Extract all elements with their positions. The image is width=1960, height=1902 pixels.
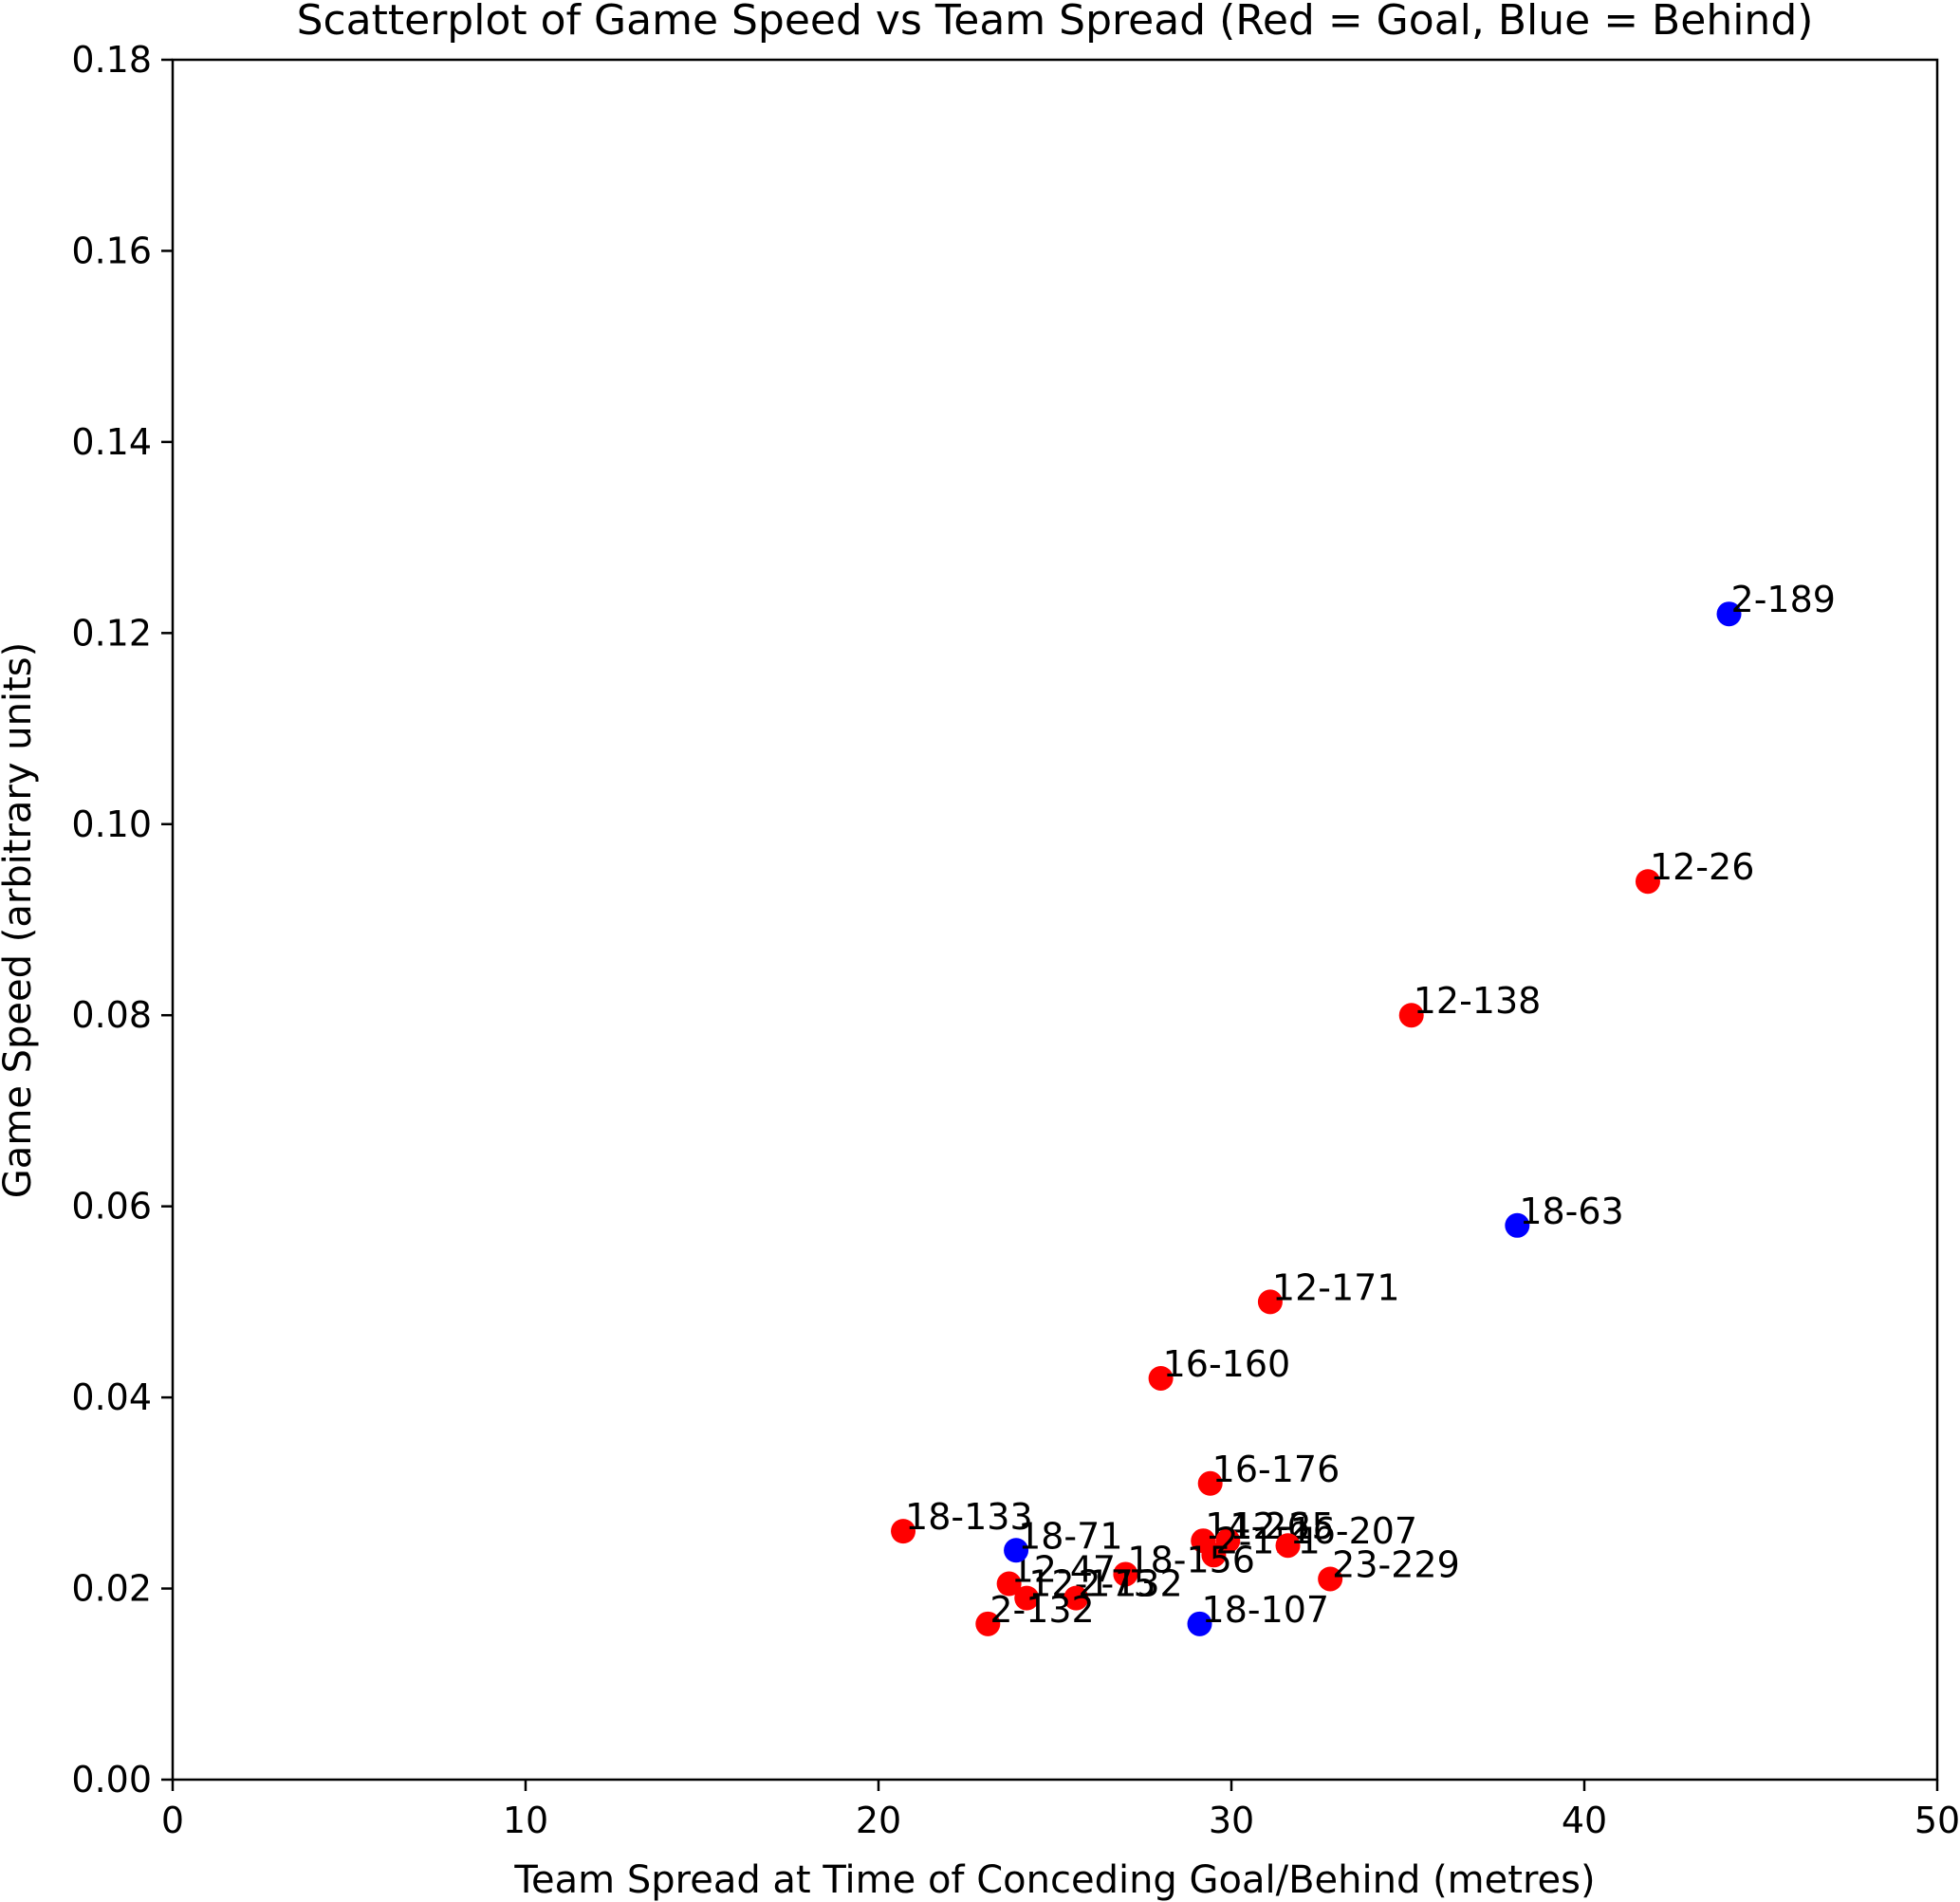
point-label: 18-63 (1519, 1191, 1623, 1232)
y-axis-ticks: 0.00 0.02 0.04 0.06 0.08 0.10 0.12 0.14 0.16 0.18 (71, 39, 173, 1800)
y-axis-label: Game Speed (arbitrary units) (0, 642, 40, 1198)
goal-point (891, 1519, 916, 1544)
y-tick-label: 0.02 (71, 1568, 152, 1610)
goal-point (1063, 1585, 1089, 1611)
chart-title: Scatterplot of Game Speed vs Team Spread… (297, 0, 1814, 45)
goal-point (1014, 1585, 1040, 1611)
point-label: 12-26 (1650, 846, 1754, 888)
goal-point (1635, 869, 1660, 895)
point-label: 2-151 (1215, 1520, 1320, 1561)
x-tick-label: 20 (856, 1800, 901, 1841)
goal-point (1113, 1561, 1138, 1587)
goal-point (1148, 1365, 1174, 1391)
x-axis-ticks: 0 10 20 30 40 50 (161, 1780, 1960, 1841)
point-label: 16-160 (1163, 1343, 1291, 1385)
y-tick-label: 0.18 (71, 39, 152, 81)
y-tick-label: 0.12 (71, 612, 152, 654)
point-label: 23-229 (1332, 1543, 1460, 1585)
point-label: 18-107 (1202, 1589, 1330, 1631)
goal-point (1318, 1566, 1343, 1592)
point-label: 12-138 (1414, 980, 1542, 1022)
goal-point (1398, 1003, 1424, 1028)
y-tick-label: 0.10 (71, 803, 152, 845)
goal-point (1257, 1289, 1283, 1315)
y-tick-label: 0.08 (71, 994, 152, 1036)
point-label: 16-207 (1290, 1510, 1418, 1552)
goal-point (996, 1571, 1022, 1597)
x-tick-label: 10 (503, 1800, 548, 1841)
goal-point (1201, 1542, 1227, 1568)
goal-point (1197, 1470, 1223, 1496)
y-tick-label: 0.14 (71, 421, 152, 463)
y-tick-label: 0.06 (71, 1186, 152, 1228)
point-label: 16-176 (1212, 1449, 1341, 1490)
behind-point (1505, 1212, 1530, 1238)
plot-area-frame (171, 58, 1939, 1782)
x-axis-label: Team Spread at Time of Conceding Goal/Be… (513, 1858, 1595, 1902)
point-label: 12-47 (1011, 1549, 1116, 1591)
behind-point (1004, 1538, 1029, 1563)
point-label: 2-189 (1731, 579, 1836, 620)
y-tick-label: 0.16 (71, 230, 152, 271)
point-label: 12-171 (1272, 1266, 1400, 1308)
goal-point (975, 1611, 1001, 1636)
behind-point (1716, 601, 1742, 627)
x-tick-label: 30 (1209, 1800, 1254, 1841)
y-tick-label: 0.00 (71, 1759, 152, 1800)
point-label: 18-156 (1127, 1539, 1255, 1580)
point-label: 12-175 (1028, 1563, 1156, 1605)
point-label: 2-132 (1078, 1563, 1182, 1605)
y-tick-label: 0.04 (71, 1376, 152, 1418)
x-tick-label: 50 (1914, 1800, 1960, 1841)
point-label: 18-133 (905, 1496, 1033, 1538)
point-label: 2-132 (989, 1589, 1094, 1631)
x-tick-label: 0 (161, 1800, 184, 1841)
behind-point (1187, 1611, 1212, 1636)
goal-point (1275, 1533, 1301, 1559)
point-label: 18-71 (1018, 1515, 1122, 1557)
x-tick-label: 40 (1562, 1800, 1607, 1841)
